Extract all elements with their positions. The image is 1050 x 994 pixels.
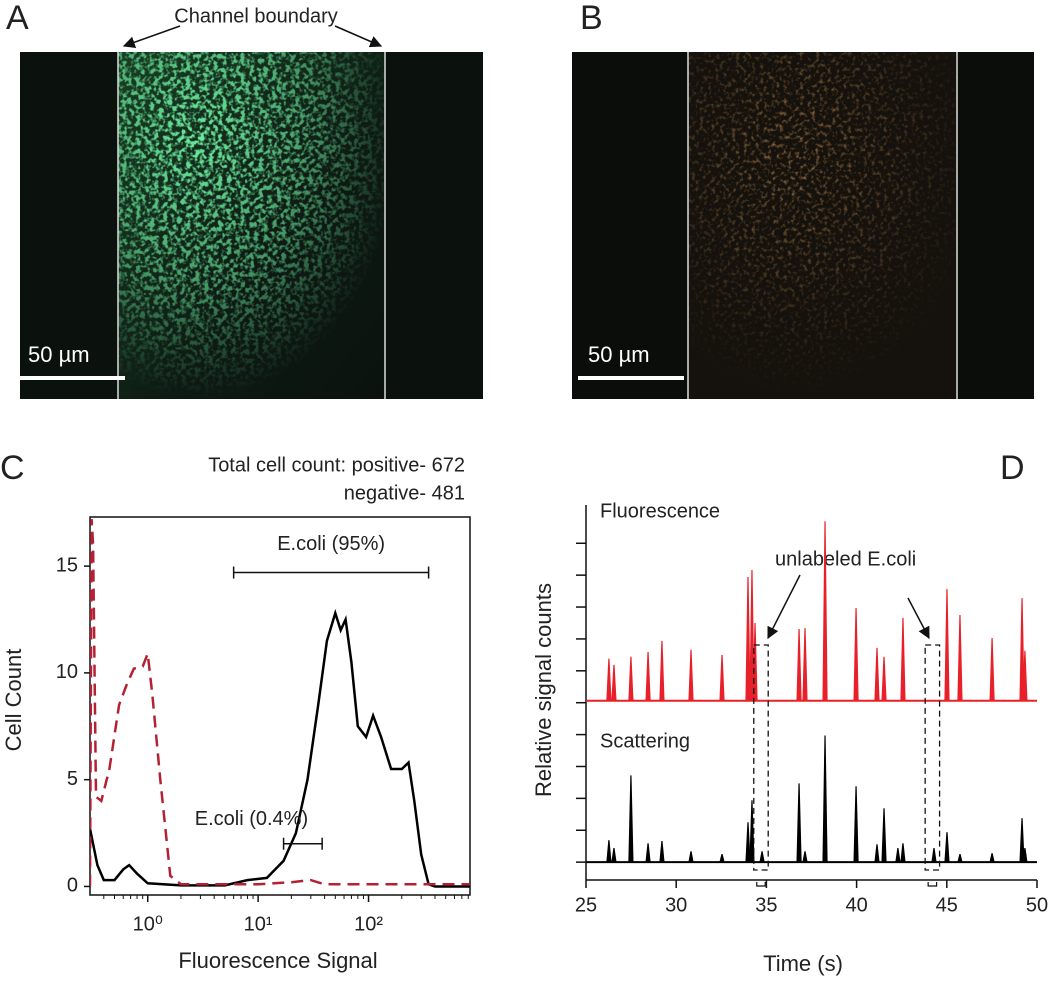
spike [645,651,651,702]
arrow [334,25,383,48]
panel-a: 50 µm A Channel boundary [6,0,483,399]
highlight-box [924,644,941,871]
spike [944,589,950,702]
y-tick-label: 0 [67,875,78,897]
spike [822,735,828,863]
arrow [767,574,801,640]
spike [606,658,612,702]
panel-label: C [0,449,25,487]
spike [1022,848,1028,863]
spike [853,786,859,863]
spike [796,629,802,702]
series-line [90,519,470,887]
series-label: Scattering [600,730,690,752]
x-tick-label: 40 [845,894,867,916]
annotation: Channel boundary [174,5,337,27]
y-axis-title: Cell Count [1,649,26,752]
spike [688,649,694,702]
annotation: Total cell count: positive- 672 [208,454,465,476]
series-group [90,519,470,888]
spike [900,843,906,863]
spike [719,854,725,863]
spike [881,656,887,702]
micrograph-speckle [688,52,957,399]
spike [874,647,880,702]
y-axis-title: Relative signal counts [531,583,556,797]
y-tick-label: 15 [56,554,78,576]
arrow [907,597,930,640]
x-tick-label: 10¹ [244,913,273,935]
highlight-bracket [756,882,766,887]
spike [611,848,617,863]
highlight-bracket [927,882,938,887]
x-tick-label: 25 [575,894,597,916]
series-label: Fluorescence [600,500,720,522]
x-tick-label: 10⁰ [133,913,163,935]
panel-label: A [6,0,29,37]
y-tick-label: 10 [56,661,78,683]
plot-frame [89,516,471,896]
spike [659,841,665,863]
spike [645,843,651,863]
spike [1019,598,1025,702]
spike [628,656,634,702]
micrograph-speckle [118,52,385,399]
x-tick-label: 35 [755,894,777,916]
spike [802,628,808,702]
spike [1022,650,1028,702]
scale-bar-label: 50 µm [588,342,650,367]
spike [931,848,937,863]
spike [900,617,906,702]
spike [796,783,802,863]
spike [802,851,808,863]
spike [1019,818,1025,863]
scale-bar-label: 50 µm [28,342,90,367]
spike [874,844,880,863]
spike [957,854,963,863]
annotation: unlabeled E.coli [775,548,916,570]
panel-label: B [580,0,603,37]
spike [853,607,859,702]
annotation: negative- 481 [344,482,465,504]
spike [628,775,634,863]
spike [895,848,901,863]
x-tick-label: 10² [354,913,383,935]
x-tick-label: 50 [1026,894,1048,916]
spike [944,832,950,863]
spike [745,577,751,702]
spike [881,808,887,863]
spike [989,853,995,863]
spike [749,570,755,702]
series-line [90,608,470,888]
range-label: E.coli (95%) [277,533,385,555]
spike [822,521,828,702]
spike [989,637,995,702]
spike [749,800,755,863]
spike [688,851,694,863]
panel-label: D [1000,449,1025,487]
x-tick-label: 30 [665,894,687,916]
x-tick-label: 45 [936,894,958,916]
spike [611,664,617,702]
x-axis-title: Time (s) [763,951,843,976]
spike [745,822,751,863]
arrow [122,25,181,49]
range-label: E.coli (0.4%) [195,808,308,830]
spike [957,614,963,702]
panel-b: 50 µm B [572,0,1034,399]
spike [759,851,765,863]
x-axis-title: Fluorescence Signal [178,948,377,973]
spike [606,840,612,863]
spike [659,640,665,702]
y-tick-label: 5 [67,768,78,790]
spike [719,654,725,702]
